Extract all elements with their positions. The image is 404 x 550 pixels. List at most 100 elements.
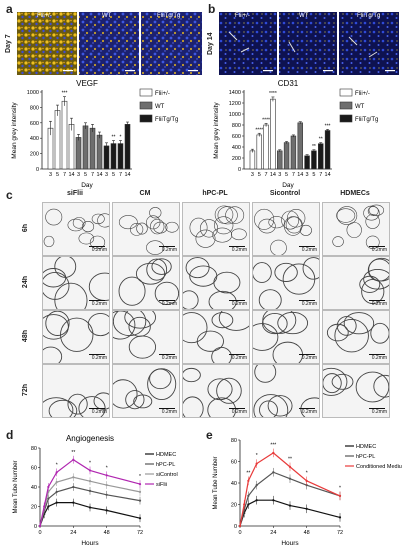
- tube-loop: [258, 218, 276, 234]
- point-HDMEC: [138, 517, 142, 520]
- tube-loop: [135, 262, 166, 285]
- tube-loop: [113, 379, 138, 409]
- significance-stars: *: [106, 465, 108, 471]
- tube-loop: [368, 204, 385, 216]
- panel-c-label: c: [6, 188, 13, 202]
- significance-stars: ****: [262, 117, 270, 123]
- tube-network-drawing: [183, 257, 241, 309]
- tube-loop: [43, 314, 69, 340]
- y-tick-label: 60: [31, 466, 37, 472]
- legend-swatch: [139, 114, 153, 123]
- tube-loop: [323, 373, 342, 394]
- point-hPC-PL: [72, 485, 75, 489]
- panel-a-day-label: Day 7: [5, 34, 12, 54]
- scale-bar-label: 0.2mm: [91, 301, 107, 307]
- tube-loop: [211, 312, 234, 329]
- tube-loop: [359, 275, 381, 293]
- tube-micrograph-Sicontrol-24h: 0.2mm: [252, 256, 320, 310]
- tube-loop: [147, 368, 177, 401]
- tube-loop: [196, 330, 224, 352]
- legend-label: siFlii: [156, 482, 167, 488]
- point-siFlii: [55, 471, 58, 474]
- panel-b-genotype-2: WT: [299, 13, 309, 19]
- scale-bar: [229, 408, 245, 409]
- x-tick-label: 3: [49, 172, 52, 178]
- tube-loop: [302, 257, 319, 280]
- legend-label: hPC-PL: [356, 454, 375, 460]
- tube-network-drawing: [43, 208, 109, 250]
- y-tick-label: 1000: [27, 90, 39, 96]
- x-axis-label: Hours: [281, 540, 299, 547]
- y-tick-label: 60: [231, 460, 237, 466]
- bar-FliiTg/Tg-7: [117, 143, 124, 170]
- tube-loop: [154, 281, 179, 306]
- legend-label: hPC-PL: [156, 462, 175, 468]
- scale-bar-label: 0.2mm: [371, 247, 387, 253]
- tube-loop: [130, 222, 144, 236]
- chart-title: VEGF: [76, 79, 98, 88]
- tube-loop: [323, 367, 348, 396]
- tube-micrograph-HDMECs-24h: 0.2mm: [322, 256, 390, 310]
- bar-FliiTg/Tg-3: [103, 145, 110, 170]
- tube-micrograph-hPC-PL-48h: 0.2mm: [182, 310, 250, 364]
- x-tick-label: 5: [84, 172, 87, 178]
- tube-loop: [208, 290, 237, 309]
- panel-d-label: d: [6, 428, 14, 442]
- x-tick-label: 14: [124, 172, 130, 178]
- bar-WT-14: [297, 122, 303, 170]
- x-tick-label: 48: [104, 530, 110, 536]
- bar-Flii+/--14: [270, 98, 276, 170]
- tube-loop: [149, 207, 162, 219]
- x-tick-label: 72: [337, 530, 343, 536]
- point-Conditioned Medium: [243, 503, 246, 506]
- tube-loop: [151, 258, 172, 275]
- scale-bar-label: 0.2mm: [371, 355, 387, 361]
- tube-micrograph-Sicontrol-48h: 0.2mm: [252, 310, 320, 364]
- tube-micrograph-hPC-PL-72h: 0.2mm: [182, 364, 250, 418]
- x-tick-label: 72: [137, 530, 143, 536]
- panel-a-genotype-1: Flii+/-: [37, 13, 52, 19]
- y-tick-label: 600: [232, 134, 241, 140]
- x-tick-label: 3: [105, 172, 108, 178]
- x-axis-label: Day: [81, 182, 93, 189]
- point-Conditioned Medium: [255, 462, 258, 465]
- y-tick-label: 1400: [229, 90, 241, 96]
- y-tick-label: 800: [30, 105, 39, 111]
- scale-bar-label: 0.2mm: [371, 409, 387, 415]
- tube-micrograph-CM-72h: 0.2mm: [112, 364, 180, 418]
- bar-FliiTg/Tg-7: [318, 143, 324, 170]
- tube-loop: [113, 311, 136, 340]
- bar-FliiTg/Tg-14: [124, 124, 131, 170]
- tube-loop: [284, 216, 303, 236]
- point-hPC-PL: [255, 484, 258, 487]
- y-tick-label: 0: [36, 167, 39, 173]
- tube-loop: [253, 323, 279, 351]
- scale-bar-label: 0.2mm: [161, 301, 177, 307]
- point-HDMEC: [55, 501, 58, 504]
- scale-bar-label: 0.2mm: [301, 247, 317, 253]
- tube-loop: [361, 279, 385, 305]
- legend-label: FliiTg/Tg: [155, 117, 178, 123]
- tube-loop: [272, 341, 303, 363]
- tube-network-drawing: [332, 204, 385, 249]
- tube-loop: [367, 258, 389, 282]
- tube-loop: [78, 232, 95, 245]
- scale-bar: [89, 246, 105, 247]
- y-tick-label: 0: [238, 167, 241, 173]
- legend-label: Flii+/-: [155, 91, 170, 97]
- scale-bar: [159, 354, 175, 355]
- scale-bar-label: 0.2mm: [91, 247, 107, 253]
- bar-WT-7: [89, 127, 96, 170]
- scale-bar: [369, 300, 385, 301]
- x-tick-label: 5: [312, 172, 315, 178]
- tube-loop: [343, 312, 375, 335]
- scale-bar-label: 0.2mm: [301, 409, 317, 415]
- tube-loop: [225, 206, 245, 224]
- tube-loop: [370, 322, 389, 344]
- point-siFlii: [38, 524, 42, 528]
- tube-network-drawing: [253, 365, 319, 417]
- tube-loop: [216, 377, 242, 404]
- scale-bar-label: 0.2mm: [231, 247, 247, 253]
- scale-bar: [159, 408, 175, 409]
- tube-loop: [214, 205, 234, 224]
